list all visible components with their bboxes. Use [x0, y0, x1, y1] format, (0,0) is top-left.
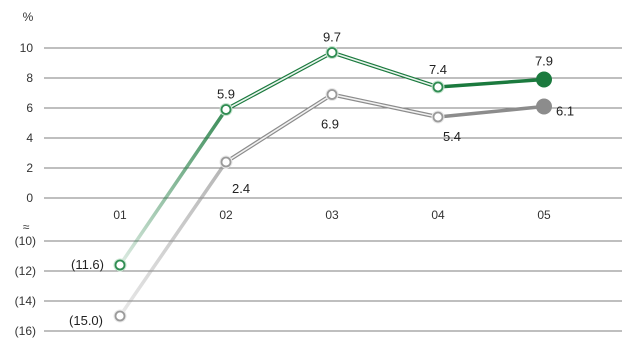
data-label: (11.6) — [71, 257, 104, 272]
y-tick-label: (16) — [15, 324, 36, 338]
data-point — [113, 258, 127, 272]
data-label: (15.0) — [69, 313, 103, 328]
data-label: 7.9 — [535, 54, 553, 69]
x-tick-label: 02 — [219, 208, 233, 222]
data-point — [113, 309, 127, 323]
series-line-segment — [436, 77, 546, 89]
data-label: 6.1 — [556, 104, 574, 119]
data-label: 2.4 — [232, 181, 250, 196]
y-tick-label: 8 — [26, 71, 33, 85]
y-tick-label: 10 — [20, 41, 34, 55]
data-point — [219, 155, 233, 169]
y-tick-label: 6 — [26, 101, 33, 115]
series-line-highlight — [331, 93, 439, 118]
series-line-highlight — [225, 51, 333, 111]
data-point — [431, 110, 445, 124]
data-label: 6.9 — [321, 117, 339, 132]
x-tick-label: 01 — [113, 208, 127, 222]
y-tick-label: 4 — [26, 131, 33, 145]
data-point — [219, 103, 233, 116]
series-line-highlight — [225, 93, 333, 163]
series-line-segment — [118, 107, 228, 267]
data-point — [325, 46, 339, 59]
y-tick-label: (14) — [15, 294, 36, 308]
data-label: 9.7 — [323, 30, 341, 45]
x-tick-label: 05 — [537, 208, 551, 222]
data-label: 7.4 — [429, 62, 447, 77]
data-label: 5.9 — [217, 87, 235, 102]
data-point — [431, 80, 445, 94]
y-axis-unit-label: % — [23, 10, 34, 24]
data-label: 5.4 — [443, 129, 461, 144]
series-line-segment — [118, 160, 228, 318]
data-point — [536, 98, 552, 115]
x-tick-label: 04 — [431, 208, 445, 222]
y-tick-label: (12) — [15, 264, 36, 278]
y-tick-label: 2 — [26, 161, 33, 175]
series-line-segment — [436, 104, 546, 119]
data-point — [325, 88, 339, 101]
series-line-highlight — [331, 51, 439, 88]
y-tick-label: (10) — [15, 234, 36, 248]
axis-break-symbol: ≈ — [23, 220, 30, 234]
data-point — [536, 71, 552, 88]
x-tick-label: 03 — [325, 208, 339, 222]
y-tick-label: 0 — [26, 191, 33, 205]
